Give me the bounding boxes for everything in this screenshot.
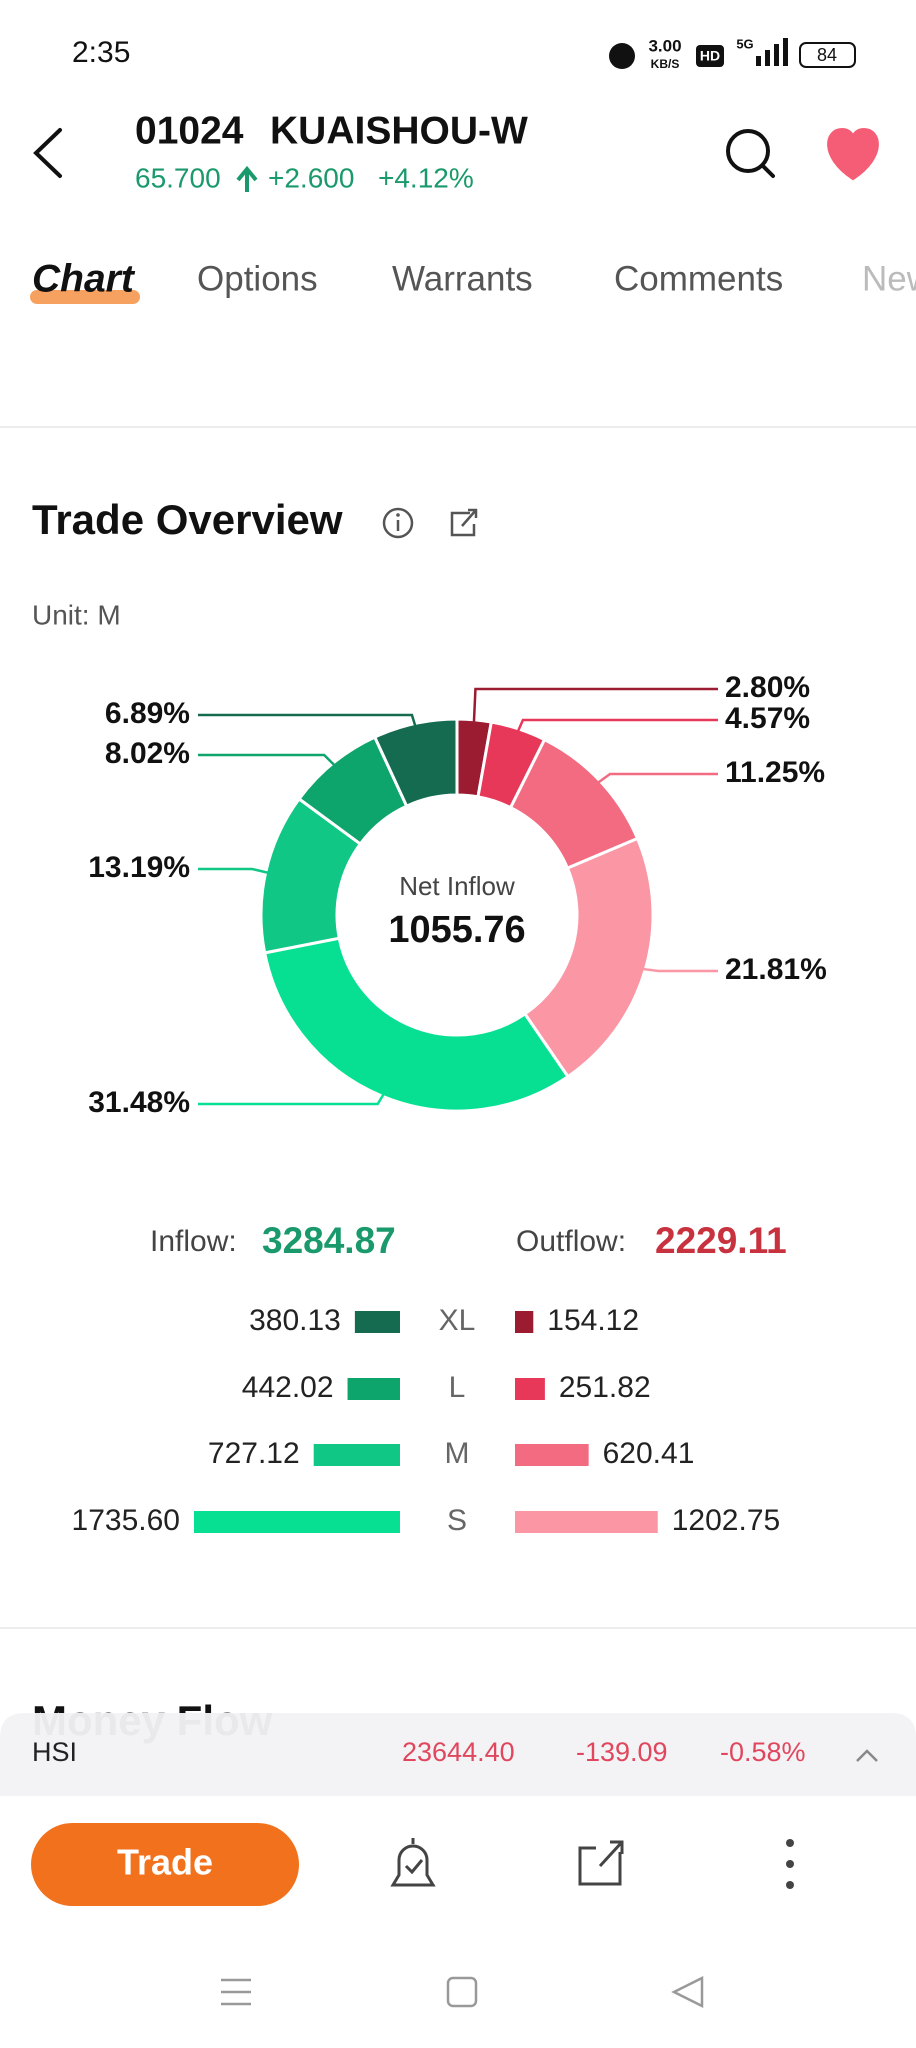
percent-label: 6.89% [105, 697, 190, 730]
inflow-value: 1735.60 [72, 1504, 180, 1537]
outflow-bar [515, 1311, 534, 1333]
divider [0, 1627, 916, 1629]
leader-line [472, 687, 718, 724]
back-button[interactable] [33, 128, 62, 178]
signal-icon [756, 38, 788, 66]
change-pct: +4.12% [378, 162, 474, 193]
network: 5G [736, 36, 753, 51]
tab-underline [30, 290, 140, 304]
share-icon[interactable] [450, 508, 478, 537]
inflow-bar [313, 1444, 400, 1466]
donut-segment [372, 717, 459, 809]
stock-name: KUAISHOU-W [270, 109, 528, 152]
percent-label: 21.81% [725, 953, 827, 986]
change: +2.600 [268, 162, 354, 193]
hd-badge [696, 45, 724, 67]
leader-line [198, 1092, 386, 1106]
outflow-label: Outflow: [516, 1225, 626, 1258]
inflow-bar [354, 1311, 400, 1333]
trade-label: Trade [117, 1842, 213, 1883]
section-title: Trade Overview [32, 496, 343, 543]
inflow-value: 727.12 [208, 1437, 300, 1470]
percent-label: 31.48% [88, 1086, 190, 1119]
speed-unit: KB/S [651, 57, 680, 71]
index-name: HSI [32, 1737, 77, 1767]
up-arrow [236, 165, 258, 192]
index-bar[interactable] [0, 1713, 916, 1796]
stock-code: 01024 [135, 109, 244, 152]
share-button[interactable] [578, 1840, 624, 1886]
tab[interactable]: Chart [32, 257, 136, 300]
index-value: 23644.40 [402, 1737, 515, 1767]
outflow-value: 251.82 [559, 1371, 651, 1404]
nav-back[interactable] [671, 1975, 704, 2009]
leader-line [596, 772, 718, 785]
outflow-bar [515, 1444, 589, 1466]
tab[interactable]: Warrants [392, 259, 533, 298]
percent-label: 13.19% [88, 851, 190, 884]
battery: 84 [817, 45, 837, 65]
inflow-bar [347, 1378, 400, 1400]
leader-line [516, 718, 718, 734]
outflow-value: 620.41 [603, 1437, 695, 1470]
speed: 3.00 [648, 36, 681, 55]
leader-line [198, 753, 337, 768]
divider [0, 426, 916, 428]
search-button[interactable] [726, 129, 775, 178]
outflow-value: 154.12 [547, 1304, 639, 1337]
leader-line [641, 967, 718, 973]
donut-segment [262, 936, 571, 1113]
inflow-value: 442.02 [242, 1371, 334, 1404]
size-label: S [447, 1504, 467, 1537]
size-label: M [445, 1437, 470, 1470]
outflow-bar [515, 1511, 658, 1533]
time: 2:35 [72, 36, 130, 69]
trade-button[interactable] [31, 1823, 299, 1906]
tab[interactable]: Options [197, 259, 318, 298]
more-button[interactable] [786, 1839, 794, 1889]
size-label: L [449, 1371, 466, 1404]
tab[interactable]: News [862, 259, 916, 298]
percent-label: 4.57% [725, 702, 810, 735]
percent-label: 11.25% [725, 756, 825, 789]
alarm-icon [609, 43, 635, 69]
tab[interactable]: Comments [614, 259, 783, 298]
outflow-bar [515, 1378, 545, 1400]
percent-label: 8.02% [105, 737, 190, 770]
info-icon[interactable] [382, 507, 414, 539]
index-change: -139.09 [576, 1737, 668, 1767]
alert-button[interactable] [390, 1838, 436, 1887]
center-value: 1055.76 [388, 909, 525, 951]
hd: HD [700, 48, 720, 64]
nav-home[interactable] [446, 1976, 478, 2008]
leader-line [198, 713, 417, 728]
nav-menu[interactable] [221, 1978, 251, 2006]
expand-icon[interactable] [856, 1749, 878, 1762]
outflow-total: 2229.11 [655, 1220, 787, 1261]
unit: Unit: M [32, 599, 121, 630]
donut-segment [522, 836, 655, 1079]
outflow-value: 1202.75 [672, 1504, 780, 1537]
leader-line [198, 867, 270, 875]
price: 65.700 [135, 162, 221, 193]
size-label: XL [439, 1304, 476, 1337]
inflow-value: 380.13 [249, 1304, 341, 1337]
nav-bar [221, 1975, 704, 2009]
percent-label: 2.80% [725, 671, 810, 704]
inflow-label: Inflow: [150, 1225, 237, 1258]
index-change-pct: -0.58% [720, 1737, 806, 1767]
center-label: Net Inflow [399, 871, 515, 901]
inflow-total: 3284.87 [262, 1220, 396, 1261]
favorite-button[interactable] [827, 127, 879, 181]
inflow-bar [194, 1511, 400, 1533]
battery-icon [799, 42, 856, 68]
